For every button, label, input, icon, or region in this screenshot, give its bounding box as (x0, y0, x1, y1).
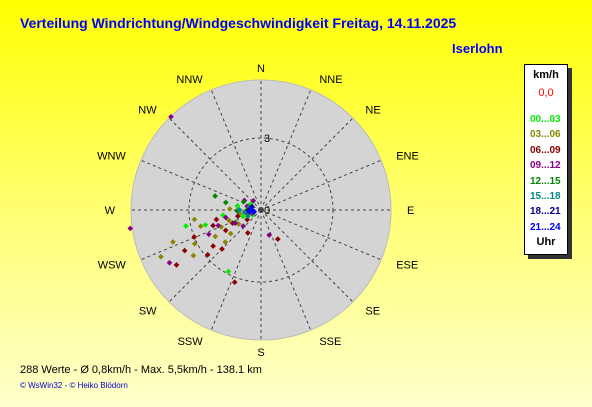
direction-label-ssw: SSW (178, 336, 204, 348)
data-point-03...06 (212, 233, 219, 240)
legend-bin: 12...15 (530, 175, 561, 187)
data-point-12...15 (212, 193, 218, 199)
direction-label-n: N (257, 63, 265, 75)
chart-title: Verteilung Windrichtung/Windgeschwindigk… (20, 15, 457, 31)
spoke-sw (168, 209, 262, 303)
spoke-nnw (210, 89, 262, 211)
data-point-06...09 (210, 243, 216, 249)
direction-labels: N NNE NE ENE E ESE SE SSE S SSW SW WSW W WNW NW NNW (97, 63, 419, 359)
data-point-06...09 (173, 262, 180, 268)
data-point-06...09 (219, 246, 225, 252)
legend-unit: km/h (533, 69, 559, 81)
data-point-03...06 (191, 216, 198, 223)
data-point-03...06 (170, 239, 176, 245)
legend-bin: 00...03 (530, 114, 561, 125)
data-point-03...06 (226, 217, 232, 224)
spoke-wnw (140, 159, 262, 211)
data-point-09...12 (250, 197, 257, 204)
data-points (127, 113, 281, 286)
data-point-15...18 (236, 207, 243, 213)
spoke-sse (260, 209, 312, 331)
data-point-12...15 (222, 199, 229, 206)
data-point-15...18 (245, 213, 251, 219)
speed-ring (188, 137, 334, 283)
summary-stats: 288 Werte - Ø 0,8km/h - Max. 5,5km/h - 1… (20, 364, 262, 376)
data-point-09...12 (240, 223, 247, 229)
data-point-09...12 (232, 220, 239, 226)
data-point-21...24 (251, 209, 257, 215)
direction-label-se: SE (365, 305, 380, 317)
data-point-06...09 (181, 247, 188, 254)
data-point-03...06 (226, 206, 233, 212)
data-point-03...06 (227, 230, 234, 237)
data-point-00...03 (240, 213, 246, 220)
data-point-00...03 (202, 222, 209, 228)
data-point-03...06 (191, 240, 198, 247)
ring-label-3: 3 (264, 133, 270, 145)
direction-label-w: W (105, 205, 116, 217)
direction-label-sw: SW (139, 305, 157, 317)
spoke-nne (260, 89, 312, 211)
legend-footer: Uhr (536, 236, 556, 248)
data-point-03...06 (222, 239, 229, 245)
direction-label-wsw: WSW (98, 259, 127, 271)
ring-label-0: 0 (264, 205, 270, 217)
direction-label-nne: NNE (319, 74, 342, 86)
legend-bin: 03...06 (530, 129, 561, 141)
legend-bin: 15...18 (530, 190, 561, 202)
direction-label-ese: ESE (396, 259, 418, 271)
spoke-ese (260, 209, 382, 261)
data-point-09...12 (222, 214, 229, 221)
direction-label-sse: SSE (319, 336, 341, 348)
data-point-03...06 (197, 223, 204, 230)
data-point-06...09 (244, 230, 251, 236)
spoke-ne (260, 117, 354, 211)
legend-bins: 00...03 03...06 06...09 09...12 12...15 … (530, 112, 561, 235)
data-point-09...12 (266, 232, 273, 238)
location-label: Iserlohn (452, 41, 503, 56)
direction-label-ne: NE (365, 105, 380, 117)
data-point-06...09 (191, 234, 198, 240)
data-point-06...09 (222, 227, 229, 234)
spoke-wsw (140, 209, 262, 261)
legend-bin: 09...12 (530, 160, 561, 172)
data-point-15...18 (241, 209, 248, 216)
data-point-09...12 (205, 231, 212, 238)
data-point-09...12 (215, 222, 222, 229)
direction-label-ene: ENE (396, 151, 419, 163)
direction-label-s: S (257, 347, 264, 359)
data-point-09...12 (168, 113, 174, 120)
data-point-06...09 (274, 236, 281, 242)
data-point-06...09 (231, 279, 238, 286)
spoke-se (260, 209, 354, 303)
data-point-03...06 (190, 252, 197, 259)
data-point-06...09 (213, 216, 220, 223)
data-point-06...09 (210, 222, 216, 229)
direction-label-e: E (407, 205, 414, 217)
data-point-09...12 (127, 225, 134, 232)
data-point-06...09 (234, 213, 241, 220)
data-point-06...09 (204, 251, 211, 258)
legend-bin: 21...24 (530, 221, 561, 233)
data-point-09...12 (166, 259, 173, 266)
spoke-ene (260, 159, 382, 211)
data-point-12...15 (240, 199, 247, 205)
direction-label-wnw: WNW (97, 151, 126, 163)
data-point-21...24 (246, 208, 252, 215)
spoke-ssw (210, 209, 262, 331)
copyright: © WsWin32 - © Heiko Blödorn (20, 381, 128, 390)
legend-calm-value: 0,0 (538, 87, 554, 99)
legend: km/h 0,0 00...03 03...06 06...09 09...12… (524, 64, 568, 255)
legend-bin: 06...09 (530, 144, 561, 156)
direction-label-nw: NW (138, 105, 157, 117)
legend-bin: 18...21 (530, 206, 561, 218)
data-point-00...03 (183, 223, 189, 229)
direction-label-nnw: NNW (176, 74, 203, 86)
direction-spokes (131, 80, 391, 340)
data-point-00...03 (225, 268, 232, 275)
spoke-nw (168, 117, 262, 211)
data-point-00...03 (234, 202, 241, 209)
